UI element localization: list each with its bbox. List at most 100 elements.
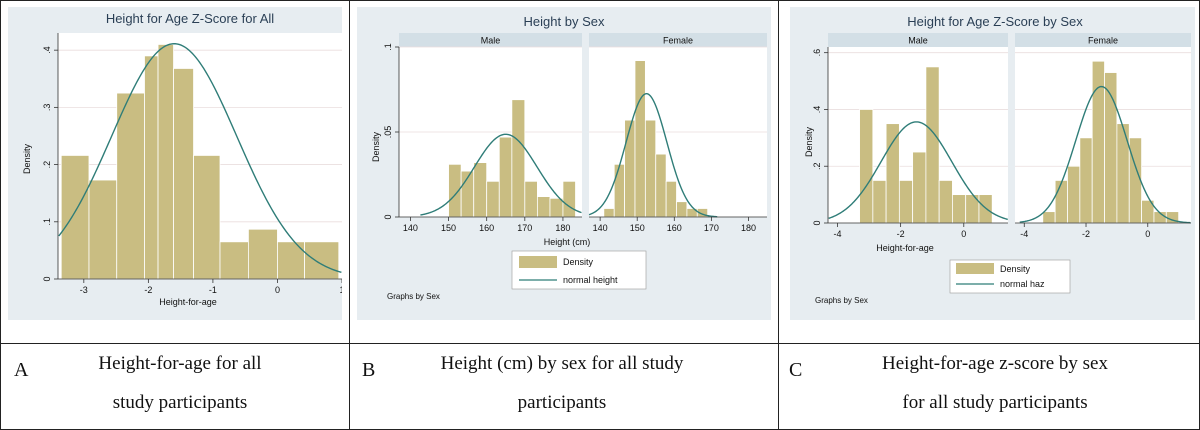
chart-b-male-normal-curve bbox=[420, 133, 582, 216]
chart-c-male-bar bbox=[898, 180, 914, 224]
chart-a-x-tick-label: -2 bbox=[144, 285, 152, 295]
chart-b-xlabel: Height (cm) bbox=[544, 237, 591, 247]
chart-b: Height by Sex Density Height (cm) Male 14… bbox=[357, 7, 771, 320]
chart-a-y-tick-label: .1 bbox=[42, 218, 52, 226]
chart-c-xlabel: Height-for-age bbox=[876, 243, 934, 253]
chart-b-female-x-tick-label: 180 bbox=[741, 223, 756, 233]
chart-c-male-bar bbox=[912, 151, 927, 224]
chart-a-bar bbox=[219, 241, 249, 280]
chart-b-male-x-tick-label: 150 bbox=[441, 223, 456, 233]
caption-b-line1: Height (cm) by sex for all study bbox=[440, 353, 684, 374]
chart-c-male-bar bbox=[925, 66, 940, 224]
chart-b-female-x-tick-label: 140 bbox=[593, 223, 608, 233]
caption-c-line2: for all study participants bbox=[902, 392, 1088, 413]
chart-b-male-bar bbox=[549, 197, 564, 218]
chart-b-male-bar bbox=[498, 136, 513, 218]
chart-a-xlabel: Height-for-age bbox=[159, 297, 217, 307]
chart-c-female-x-tick-label: 0 bbox=[1145, 229, 1150, 239]
caption-a-letter: A bbox=[14, 359, 29, 381]
chart-c-male-bar bbox=[938, 180, 953, 224]
chart-b-female-bar bbox=[603, 208, 615, 218]
chart-a-y-tick-label: 0 bbox=[42, 276, 52, 281]
chart-a-normal-curve bbox=[58, 43, 342, 274]
chart-a-y-tick-label: .4 bbox=[42, 46, 52, 54]
chart-b-legend: Density normal height bbox=[511, 250, 647, 290]
chart-c-male-normal-curve bbox=[828, 121, 1008, 221]
chart-a-ylabel: Density bbox=[22, 143, 32, 174]
chart-a-bar bbox=[60, 155, 90, 280]
caption-c-line1: Height-for-age z-score by sex bbox=[882, 353, 1108, 374]
chart-a-x-tick-label: -1 bbox=[209, 285, 217, 295]
chart-b-female-bar bbox=[655, 153, 667, 218]
chart-c-male-y-tick-label: .2 bbox=[812, 162, 822, 170]
chart-a-bar bbox=[304, 241, 340, 280]
chart-b-female-x-tick-label: 170 bbox=[704, 223, 719, 233]
chart-b-male-bar bbox=[562, 180, 576, 218]
chart-c-strip-label-female: Female bbox=[1088, 36, 1118, 46]
chart-b-female-bar bbox=[644, 119, 657, 218]
chart-c-legend-box bbox=[949, 259, 1071, 294]
chart-a-bar bbox=[157, 44, 174, 280]
chart-b-legend-curve-label: normal height bbox=[563, 275, 618, 285]
chart-c-note: Graphs by Sex bbox=[815, 296, 868, 305]
chart-b-male-bar bbox=[486, 180, 500, 218]
chart-c-legend: Density normal haz bbox=[949, 259, 1071, 294]
chart-c: Height for Age Z-Score by Sex Density He… bbox=[790, 7, 1195, 320]
chart-b-strip-male bbox=[399, 33, 582, 47]
chart-b-female-bar bbox=[613, 163, 626, 218]
caption-a-line1: Height-for-age for all bbox=[98, 353, 262, 374]
chart-b-female-x-tick-label: 160 bbox=[667, 223, 682, 233]
chart-a-y-tick-label: .2 bbox=[42, 161, 52, 169]
chart-c-male-x-tick-label: -2 bbox=[897, 229, 905, 239]
caption-b-line2: participants bbox=[517, 392, 607, 413]
chart-a-bar bbox=[144, 55, 159, 280]
chart-b-legend-density-swatch bbox=[519, 256, 557, 268]
chart-b-male-bar bbox=[524, 180, 538, 218]
chart-b-female-bar bbox=[624, 119, 636, 218]
chart-c-title: Height for Age Z-Score by Sex bbox=[907, 14, 1083, 29]
chart-c-male-bar bbox=[952, 194, 967, 224]
chart-b-ylabel: Density bbox=[371, 131, 381, 162]
chart-a-bar bbox=[88, 179, 118, 280]
chart-c-female-bar bbox=[1091, 60, 1105, 224]
chart-c-legend-curve-label: normal haz bbox=[1000, 279, 1045, 289]
chart-b-male-x-tick-label: 160 bbox=[479, 223, 494, 233]
chart-b-male-x-tick-label: 170 bbox=[517, 223, 532, 233]
chart-b-title: Height by Sex bbox=[524, 14, 605, 29]
chart-a-bar bbox=[193, 155, 221, 280]
chart-c-female-bar bbox=[1116, 123, 1130, 224]
chart-c-ylabel: Density bbox=[804, 126, 814, 157]
chart-c-female-bar bbox=[1042, 211, 1056, 224]
chart-c-male-x-tick-label: -4 bbox=[833, 229, 841, 239]
chart-c-male-x-tick-label: 0 bbox=[961, 229, 966, 239]
chart-c-strip-label-male: Male bbox=[908, 36, 928, 46]
chart-b-female-bar bbox=[676, 201, 688, 218]
chart-c-male-bar bbox=[872, 180, 887, 224]
chart-c-male-y-tick-label: .4 bbox=[812, 106, 822, 114]
chart-a-bar bbox=[173, 68, 194, 280]
chart-a: Height for Age Z-Score for All Height-fo… bbox=[8, 7, 342, 320]
chart-c-female-bar bbox=[1128, 137, 1142, 224]
caption-c-letter: C bbox=[789, 359, 803, 381]
chart-b-female-normal-curve bbox=[588, 93, 718, 218]
chart-b-male-bar bbox=[536, 196, 551, 218]
chart-c-female-bar bbox=[1054, 180, 1068, 224]
chart-c-male-bar bbox=[859, 109, 874, 224]
chart-a-x-tick-label: 1 bbox=[339, 285, 342, 295]
chart-b-female-x-tick-label: 150 bbox=[630, 223, 645, 233]
chart-c-male-bar bbox=[885, 123, 900, 224]
chart-b-male-x-tick-label: 140 bbox=[403, 223, 418, 233]
chart-a-x-tick-label: -3 bbox=[80, 285, 88, 295]
chart-c-female-bar bbox=[1079, 137, 1093, 224]
chart-c-female-x-tick-label: -4 bbox=[1020, 229, 1028, 239]
chart-c-female-bar bbox=[1067, 165, 1081, 224]
caption-a-line2: study participants bbox=[112, 392, 248, 413]
chart-b-note: Graphs by Sex bbox=[387, 292, 440, 301]
chart-c-male-y-tick-label: 0 bbox=[812, 220, 822, 225]
chart-b-male-y-tick-label: .1 bbox=[383, 43, 393, 51]
chart-b-strip-label-male: Male bbox=[481, 36, 501, 46]
chart-c-legend-density-label: Density bbox=[1000, 264, 1031, 274]
chart-b-strip-label-female: Female bbox=[663, 36, 693, 46]
chart-c-strip-male bbox=[828, 33, 1008, 47]
